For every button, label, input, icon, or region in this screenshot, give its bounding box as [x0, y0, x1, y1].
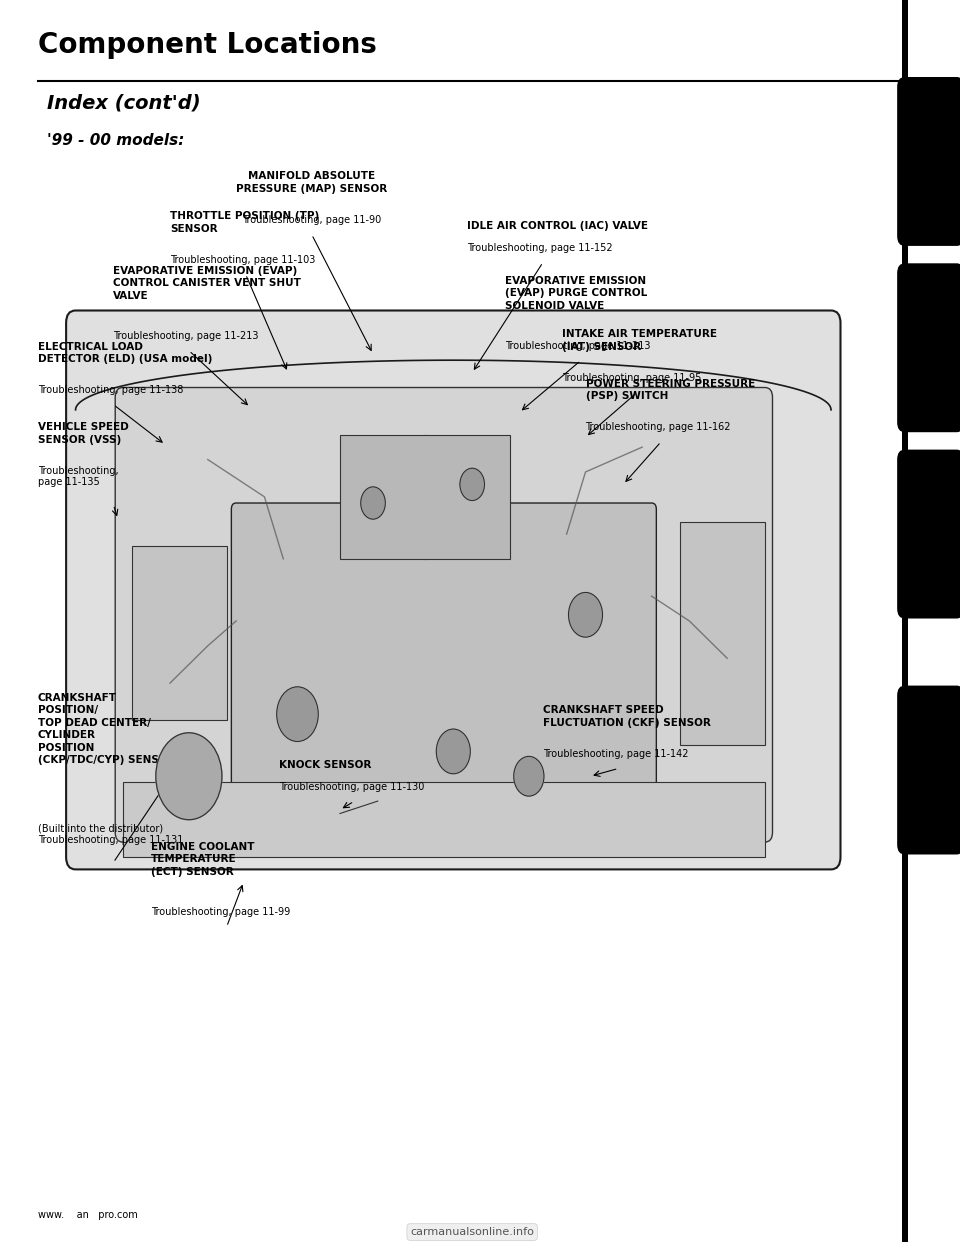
Text: KNOCK SENSOR: KNOCK SENSOR: [278, 760, 371, 770]
Circle shape: [568, 592, 603, 637]
Text: Troubleshooting, page 11-213: Troubleshooting, page 11-213: [113, 332, 259, 342]
FancyBboxPatch shape: [898, 686, 960, 854]
Text: Troubleshooting, page 11-162: Troubleshooting, page 11-162: [586, 422, 731, 432]
Text: CRANKSHAFT SPEED
FLUCTUATION (CKF) SENSOR: CRANKSHAFT SPEED FLUCTUATION (CKF) SENSO…: [543, 705, 711, 728]
Circle shape: [156, 733, 222, 820]
Text: Troubleshooting, page 11-130: Troubleshooting, page 11-130: [278, 782, 424, 792]
FancyBboxPatch shape: [898, 263, 960, 432]
FancyBboxPatch shape: [231, 503, 657, 789]
Text: '99 - 00 models:: '99 - 00 models:: [47, 133, 184, 148]
Bar: [340, 435, 510, 559]
Text: Troubleshooting, page 11-138: Troubleshooting, page 11-138: [37, 385, 183, 395]
Text: www.    an   pro.com: www. an pro.com: [37, 1210, 137, 1220]
Text: Troubleshooting, page 11-95: Troubleshooting, page 11-95: [562, 373, 701, 383]
Text: Component Locations: Component Locations: [37, 31, 376, 60]
Text: carmanualsonline.info: carmanualsonline.info: [410, 1227, 534, 1237]
Circle shape: [436, 729, 470, 774]
Text: Troubleshooting, page 11-152: Troubleshooting, page 11-152: [468, 243, 613, 253]
Bar: [132, 546, 227, 720]
Bar: [680, 522, 765, 745]
Text: Troubleshooting, page 11-99: Troubleshooting, page 11-99: [151, 908, 290, 918]
Text: ELECTRICAL LOAD
DETECTOR (ELD) (USA model): ELECTRICAL LOAD DETECTOR (ELD) (USA mode…: [37, 342, 212, 364]
Text: THROTTLE POSITION (TP)
SENSOR: THROTTLE POSITION (TP) SENSOR: [170, 211, 320, 233]
Text: (Built into the distributor)
Troubleshooting, page 11-131: (Built into the distributor) Troubleshoo…: [37, 823, 183, 846]
Circle shape: [460, 468, 485, 501]
Text: Troubleshooting, page 11-103: Troubleshooting, page 11-103: [170, 255, 316, 265]
Text: POWER STEERING PRESSURE
(PSP) SWITCH: POWER STEERING PRESSURE (PSP) SWITCH: [586, 379, 755, 401]
Text: INTAKE AIR TEMPERATURE
(IAT) SENSOR: INTAKE AIR TEMPERATURE (IAT) SENSOR: [562, 329, 717, 351]
Text: Troubleshooting, page 11-213: Troubleshooting, page 11-213: [505, 342, 651, 351]
FancyBboxPatch shape: [898, 77, 960, 246]
Text: EVAPORATIVE EMISSION
(EVAP) PURGE CONTROL
SOLENOID VALVE: EVAPORATIVE EMISSION (EVAP) PURGE CONTRO…: [505, 276, 647, 310]
Circle shape: [276, 687, 319, 741]
Bar: [123, 782, 765, 857]
Text: MANIFOLD ABSOLUTE
PRESSURE (MAP) SENSOR: MANIFOLD ABSOLUTE PRESSURE (MAP) SENSOR: [236, 171, 387, 194]
Text: EVAPORATIVE EMISSION (EVAP)
CONTROL CANISTER VENT SHUT
VALVE: EVAPORATIVE EMISSION (EVAP) CONTROL CANI…: [113, 266, 301, 301]
Text: Troubleshooting,
page 11-135: Troubleshooting, page 11-135: [37, 466, 118, 487]
FancyBboxPatch shape: [898, 450, 960, 619]
Circle shape: [361, 487, 385, 519]
FancyBboxPatch shape: [66, 310, 841, 869]
FancyBboxPatch shape: [115, 388, 773, 842]
Text: IDLE AIR CONTROL (IAC) VALVE: IDLE AIR CONTROL (IAC) VALVE: [468, 221, 648, 231]
Bar: [901, 0, 908, 1242]
Text: CRANKSHAFT
POSITION/
TOP DEAD CENTER/
CYLINDER
POSITION
(CKP/TDC/CYP) SENSOR: CRANKSHAFT POSITION/ TOP DEAD CENTER/ CY…: [37, 693, 176, 765]
Circle shape: [514, 756, 544, 796]
Text: VEHICLE SPEED
SENSOR (VSS): VEHICLE SPEED SENSOR (VSS): [37, 422, 129, 445]
Text: Troubleshooting, page 11-90: Troubleshooting, page 11-90: [242, 215, 381, 225]
Text: Troubleshooting, page 11-142: Troubleshooting, page 11-142: [543, 749, 688, 759]
Text: Index (cont'd): Index (cont'd): [47, 93, 201, 112]
Text: ENGINE COOLANT
TEMPERATURE
(ECT) SENSOR: ENGINE COOLANT TEMPERATURE (ECT) SENSOR: [151, 842, 254, 877]
